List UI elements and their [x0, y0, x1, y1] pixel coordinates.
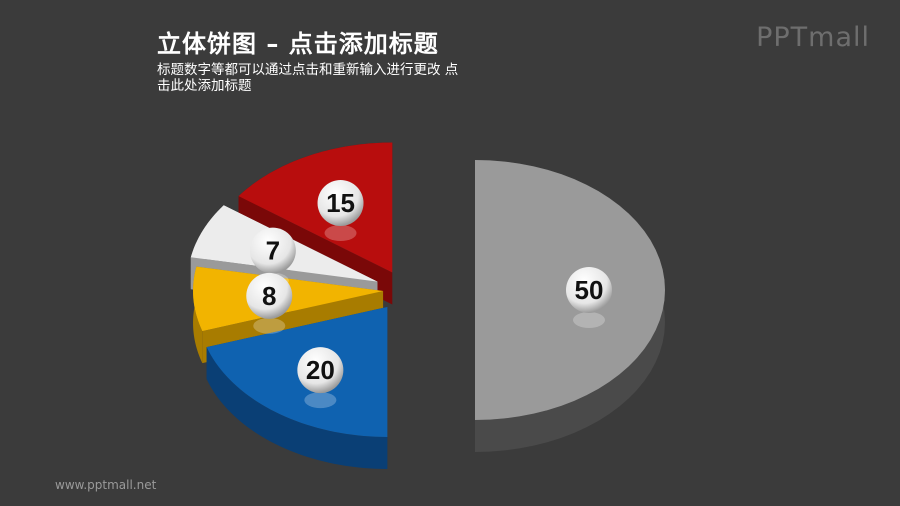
slice-top [238, 142, 393, 273]
slice-top [206, 306, 388, 437]
value-badge-8: 8 [246, 272, 293, 334]
badge-ball [297, 347, 344, 394]
data-label: 15 [326, 188, 355, 218]
badge-reflection [253, 317, 286, 334]
badge-ball [249, 227, 296, 274]
data-label: 7 [266, 236, 280, 266]
value-badge-20: 20 [297, 347, 344, 409]
badge-ball [246, 272, 293, 319]
page-subtitle[interactable]: 标题数字等都可以通过点击和重新输入进行更改 点击此处添加标题 [157, 62, 459, 94]
data-label: 50 [575, 275, 604, 305]
pie-slice-20[interactable] [206, 306, 388, 469]
data-label: 8 [262, 281, 276, 311]
pptmall-logo: PPTmall [756, 22, 870, 53]
data-label: 20 [306, 355, 335, 385]
badge-reflection [324, 225, 357, 242]
value-badge-15: 15 [317, 180, 364, 242]
value-badge-50: 50 [566, 267, 612, 328]
slice-side [206, 347, 388, 469]
pie-slice-50[interactable] [475, 160, 665, 452]
page-title[interactable]: 立体饼图 – 点击添加标题 [157, 30, 439, 58]
badge-reflection [304, 392, 337, 409]
badge-ball [317, 180, 364, 227]
badge-ball [566, 267, 612, 313]
badge-reflection [573, 312, 605, 328]
footer-url: www.pptmall.net [55, 478, 157, 492]
